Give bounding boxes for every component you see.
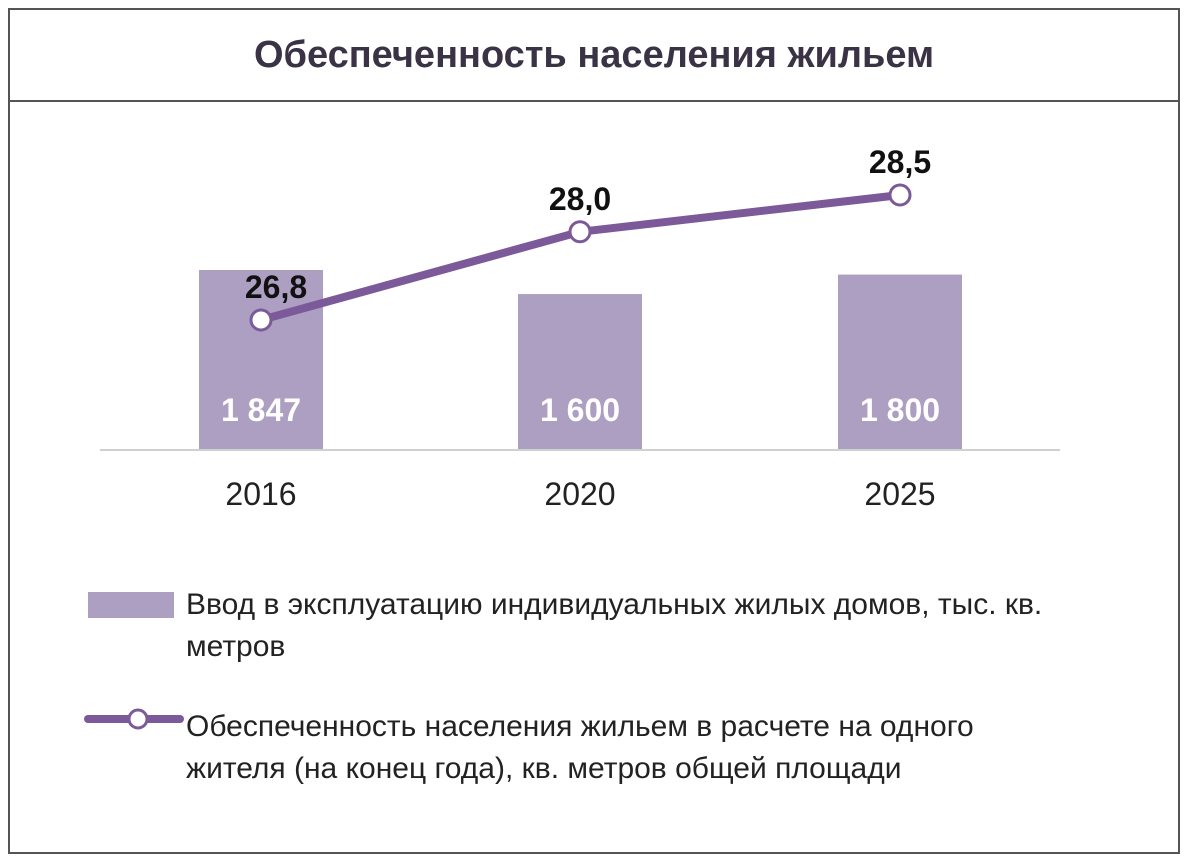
line-value-label-2020: 28,0 — [549, 181, 611, 217]
line-value-label-2016: 26,8 — [245, 269, 307, 305]
bar-2020 — [518, 294, 642, 450]
bar-2025 — [838, 274, 962, 450]
line-point-2025 — [888, 183, 912, 207]
chart-title: Обеспеченность населения жильем — [253, 33, 935, 76]
bar-value-label-2025: 1 800 — [860, 392, 940, 428]
legend-line-swatch — [84, 708, 184, 730]
x-tick-label-2025: 2025 — [864, 476, 935, 512]
title-bar: Обеспеченность населения жильем — [10, 10, 1178, 102]
legend-bar-swatch — [88, 592, 174, 618]
bar-labels-layer: 1 847 1 600 1 800 — [221, 392, 940, 428]
bar-value-label-2016: 1 847 — [221, 392, 301, 428]
legend-line-label: Обеспеченность населения жильем в расчет… — [186, 710, 974, 785]
bar-2016 — [199, 270, 323, 450]
line-point-2016 — [249, 308, 273, 332]
bar-value-label-2020: 1 600 — [540, 392, 620, 428]
bars-layer — [199, 270, 962, 450]
x-tick-label-2016: 2016 — [225, 476, 296, 512]
line-layer: 26,8 28,0 28,5 — [245, 144, 931, 332]
line-point-2020 — [568, 220, 592, 244]
ticks-layer: 2016 2020 2025 — [225, 476, 935, 512]
legend-bar-label: Ввод в эксплуатацию индивидуальных жилых… — [186, 588, 1043, 663]
line-value-label-2025: 28,5 — [869, 144, 931, 180]
x-tick-label-2020: 2020 — [544, 476, 615, 512]
